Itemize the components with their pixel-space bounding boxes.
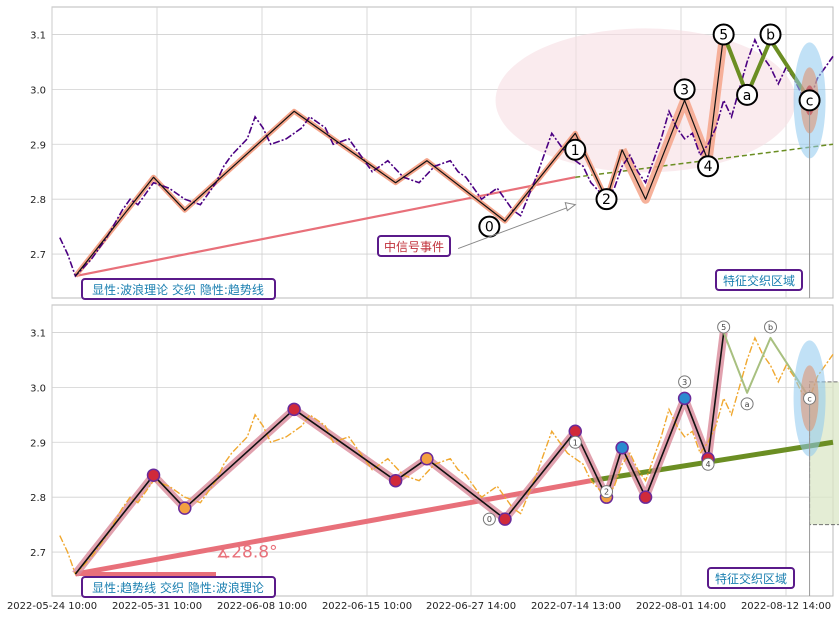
top-wave-label-text: 1 bbox=[571, 143, 580, 159]
top-wave-label-text: a bbox=[743, 88, 752, 104]
bottom-legend-box bbox=[81, 576, 276, 598]
bottom-trend-line-red bbox=[74, 478, 592, 577]
top-trend-line-red bbox=[75, 176, 576, 278]
top-wave-label-text: 0 bbox=[485, 220, 494, 236]
top-legend-box bbox=[81, 278, 276, 300]
bottom-angle-label: ∡28.8° bbox=[216, 543, 278, 563]
x-tick-label: 2022-05-31 10:00 bbox=[112, 601, 202, 612]
bottom-feature-box bbox=[707, 567, 795, 589]
bottom-wave-label-3 bbox=[678, 375, 692, 389]
bottom-signal-marker bbox=[498, 512, 512, 526]
x-tick-label: 2022-08-12 14:00 bbox=[741, 601, 831, 612]
top-wave-label-text: c bbox=[806, 93, 814, 109]
bottom-legend-text: 显性:趋势线 交织 隐性:波浪理论 bbox=[92, 580, 264, 595]
bottom-wave-label-text: 5 bbox=[721, 323, 726, 332]
top-wave-label-3 bbox=[673, 78, 696, 101]
bottom-wave-label-0 bbox=[482, 512, 496, 526]
bottom-signal-marker bbox=[420, 451, 434, 466]
bottom-y-tick-label: 2.9 bbox=[30, 438, 46, 449]
bottom-feature-text: 特征交织区域 bbox=[715, 571, 787, 586]
bottom-wave-label-text: a bbox=[745, 400, 750, 409]
bottom-wave-label-text: 2 bbox=[604, 488, 609, 497]
top-y-tick-label: 3.1 bbox=[30, 30, 46, 41]
top-wave-label-5 bbox=[712, 23, 735, 46]
top-panel: 2.7 2.8 2.9 3.0 3.1 0 1 2 3 4 5 a b c 中信号事件特征交织区域显性:波浪… bbox=[30, 6, 834, 300]
bottom-abc-wave bbox=[722, 332, 811, 399]
x-axis: 2022-05-24 10:00 2022-05-31 10:00 2022-06-… bbox=[7, 601, 831, 612]
top-feature-box bbox=[715, 269, 803, 291]
x-tick-label: 2022-06-15 10:00 bbox=[322, 601, 412, 612]
top-signal-arrowhead bbox=[564, 202, 577, 212]
x-tick-label: 2022-08-01 14:00 bbox=[636, 601, 726, 612]
bottom-y-tick-label: 3.1 bbox=[30, 328, 46, 339]
bottom-signal-marker bbox=[146, 468, 161, 482]
bottom-signal-marker bbox=[677, 391, 692, 406]
top-wave-label-c bbox=[798, 89, 821, 112]
top-feature-text: 特征交织区域 bbox=[723, 273, 795, 288]
x-tick-label: 2022-07-14 13:00 bbox=[531, 601, 621, 612]
x-tick-label: 2022-06-08 10:00 bbox=[217, 601, 307, 612]
top-wave-label-text: 5 bbox=[719, 27, 728, 43]
top-wave-label-1 bbox=[564, 138, 587, 161]
top-y-tick-label: 3.0 bbox=[30, 85, 46, 96]
bottom-panel: 2.7 2.8 2.9 3.0 3.1 ∡28.8° 0 1 2 3 4 5 a b c 特征交织区域显性:趋… bbox=[30, 304, 839, 598]
bottom-wave-label-text: 0 bbox=[487, 515, 492, 524]
bottom-wave-label-text: 4 bbox=[705, 460, 710, 469]
top-y-tick-label: 2.7 bbox=[30, 250, 46, 261]
top-y-tick-label: 2.8 bbox=[30, 195, 46, 206]
bottom-wave-line bbox=[74, 332, 725, 575]
top-wave-label-b bbox=[759, 23, 782, 46]
top-signal-text: 中信号事件 bbox=[384, 239, 444, 254]
top-signal-arrow bbox=[457, 204, 576, 250]
bottom-y-tick-label: 2.8 bbox=[30, 493, 46, 504]
top-legend-text: 显性:波浪理论 交织 隐性:趋势线 bbox=[92, 282, 264, 297]
bottom-wave-label-5 bbox=[717, 320, 731, 334]
bottom-signal-marker bbox=[568, 424, 583, 439]
top-y-tick-label: 2.9 bbox=[30, 140, 46, 151]
top-abc-wave bbox=[721, 33, 812, 102]
top-wave-line bbox=[74, 34, 725, 277]
top-signal-box bbox=[377, 235, 451, 257]
bottom-price-line bbox=[59, 336, 834, 576]
top-wave-label-2 bbox=[595, 188, 618, 211]
top-wave-label-text: b bbox=[766, 27, 775, 43]
bottom-wave-label-b bbox=[764, 320, 778, 334]
top-wave-label-a bbox=[736, 83, 759, 106]
bottom-wave-label-text: c bbox=[807, 394, 811, 403]
bottom-wave-label-text: 3 bbox=[682, 378, 687, 387]
top-wave-label-text: 3 bbox=[680, 82, 689, 98]
bottom-wave-label-a bbox=[740, 397, 754, 411]
bottom-wave-label-4 bbox=[701, 457, 715, 471]
top-wave-label-text: 2 bbox=[602, 192, 611, 208]
bottom-signal-marker bbox=[638, 490, 653, 504]
top-wave-label-text: 4 bbox=[704, 159, 713, 175]
bottom-y-tick-label: 2.7 bbox=[30, 548, 46, 559]
bottom-signal-marker bbox=[287, 402, 301, 417]
top-price-line bbox=[59, 37, 834, 278]
bottom-y-tick-label: 3.0 bbox=[30, 383, 46, 394]
bottom-signal-marker bbox=[615, 441, 629, 455]
bottom-signal-marker bbox=[178, 501, 192, 515]
bottom-wave-label-text: 1 bbox=[573, 438, 578, 447]
bottom-signal-marker bbox=[388, 473, 403, 488]
bottom-wave-label-text: b bbox=[768, 323, 773, 332]
x-tick-label: 2022-06-27 14:00 bbox=[426, 601, 516, 612]
top-wave-label-4 bbox=[697, 155, 720, 178]
bottom-wave-label-1 bbox=[568, 435, 582, 449]
x-tick-label: 2022-05-24 10:00 bbox=[7, 601, 97, 612]
bottom-wave-label-2 bbox=[600, 485, 614, 499]
